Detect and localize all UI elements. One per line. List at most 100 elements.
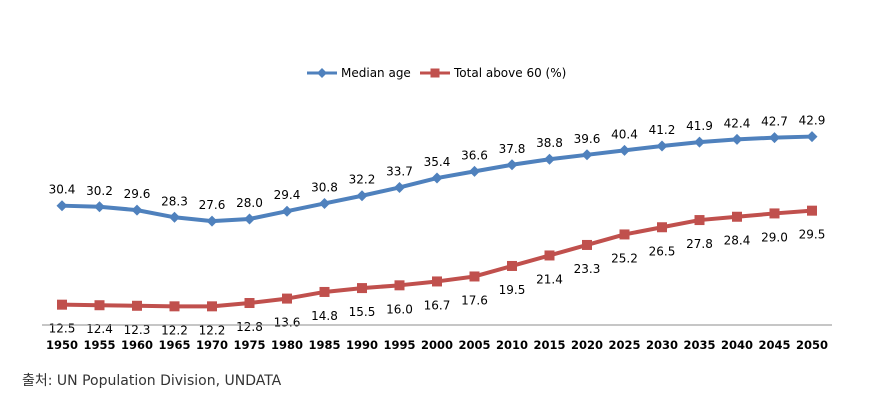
point-1-2000: [432, 276, 442, 287]
point-1-2020: [582, 239, 592, 250]
data-label-1-1960: 12.3: [124, 323, 151, 337]
data-label-0-1980: 29.4: [274, 188, 301, 202]
point-0-2050: [806, 131, 818, 143]
data-label-1-2015: 21.4: [536, 272, 563, 286]
x-tick-label-2035: 2035: [683, 338, 715, 352]
point-0-1995: [394, 181, 405, 193]
line-chart: Median age Total above 60 (%) 30.4 30.2 29.…: [42, 66, 832, 352]
data-label-0-2045: 42.7: [761, 115, 788, 129]
point-1-1960: [132, 300, 142, 311]
point-0-1950: [56, 200, 68, 212]
point-1-2050: [807, 205, 817, 216]
data-label-0-1960: 29.6: [124, 187, 151, 201]
point-1-1980: [282, 293, 292, 304]
data-label-0-1965: 28.3: [161, 194, 188, 208]
point-1-2040: [732, 211, 742, 222]
data-label-1-2020: 23.3: [574, 262, 601, 276]
x-tick-label-2020: 2020: [571, 338, 603, 352]
x-tick-label-1965: 1965: [158, 338, 190, 352]
data-labels: 30.4 30.2 29.6 28.3 27.6 28.0 29.4 30.8 32.2 33.7…: [49, 114, 826, 338]
point-0-1990: [356, 190, 368, 202]
data-label-1-2010: 19.5: [499, 283, 526, 297]
data-label-0-2020: 39.6: [574, 132, 601, 146]
data-label-1-1975: 12.8: [236, 320, 263, 334]
legend-label-1: Total above 60 (%): [453, 66, 566, 80]
data-label-0-2035: 41.9: [686, 119, 713, 133]
x-tick-label-2015: 2015: [533, 338, 565, 352]
point-1-2030: [657, 222, 667, 233]
data-label-0-1990: 32.2: [349, 173, 376, 187]
point-1-2025: [619, 229, 630, 240]
x-tick-label-1970: 1970: [196, 338, 228, 352]
x-tick-label-2025: 2025: [608, 338, 640, 352]
point-0-1980: [281, 205, 293, 217]
point-1-1955: [94, 300, 105, 311]
x-tick-label-1960: 1960: [121, 338, 153, 352]
point-0-1985: [319, 197, 330, 209]
point-1-2010: [507, 260, 517, 271]
data-label-0-2025: 40.4: [611, 127, 638, 141]
point-0-2005: [469, 165, 480, 177]
data-label-1-1990: 15.5: [349, 305, 376, 319]
data-label-0-1995: 33.7: [386, 164, 413, 178]
data-label-1-1995: 16.0: [386, 302, 413, 316]
point-0-2040: [731, 133, 743, 145]
data-label-0-1975: 28.0: [236, 196, 263, 210]
legend-marker-1: [430, 68, 440, 78]
x-tick-label-1955: 1955: [83, 338, 115, 352]
x-tick-label-1985: 1985: [308, 338, 340, 352]
point-1-2045: [769, 208, 780, 219]
point-1-2005: [469, 271, 480, 282]
data-label-1-1980: 13.6: [274, 316, 301, 330]
data-label-1-2050: 29.5: [799, 228, 826, 242]
data-label-0-1985: 30.8: [311, 180, 338, 194]
data-label-1-1965: 12.2: [161, 323, 188, 337]
source-note: 출처: UN Population Division, UNDATA: [22, 373, 282, 389]
x-tick-label-2045: 2045: [758, 338, 790, 352]
point-1-1970: [207, 301, 217, 312]
x-tick-label-1995: 1995: [383, 338, 415, 352]
data-label-0-2050: 42.9: [799, 114, 826, 128]
point-0-2035: [694, 136, 705, 148]
point-0-2045: [769, 132, 780, 144]
point-0-2025: [619, 144, 630, 156]
point-0-2010: [506, 159, 518, 171]
data-label-1-1970: 12.2: [199, 323, 226, 337]
data-label-0-1970: 27.6: [199, 198, 226, 212]
point-1-1985: [319, 286, 330, 297]
data-label-0-1950: 30.4: [49, 183, 76, 197]
x-tick-label-2005: 2005: [458, 338, 490, 352]
data-label-1-2005: 17.6: [461, 293, 488, 307]
x-tick-label-2010: 2010: [496, 338, 528, 352]
point-0-1960: [131, 204, 143, 216]
data-label-0-2015: 38.8: [536, 136, 563, 150]
point-0-2015: [544, 153, 555, 165]
point-0-1965: [169, 211, 180, 223]
point-1-1990: [357, 283, 367, 294]
data-label-1-2035: 27.8: [686, 237, 713, 251]
data-label-0-1955: 30.2: [86, 184, 113, 198]
point-0-1955: [94, 201, 105, 213]
point-0-2030: [656, 140, 668, 152]
legend: Median age Total above 60 (%): [307, 66, 566, 80]
x-tick-label-1950: 1950: [46, 338, 78, 352]
data-label-0-2040: 42.4: [724, 116, 751, 130]
data-label-1-2040: 28.4: [724, 234, 751, 248]
point-1-1965: [169, 301, 180, 312]
data-label-1-1985: 14.8: [311, 309, 338, 323]
data-label-1-1955: 12.4: [86, 322, 113, 336]
data-label-1-2000: 16.7: [424, 298, 451, 312]
x-tick-label-2000: 2000: [421, 338, 453, 352]
point-0-1970: [206, 215, 218, 227]
legend-label-0: Median age: [341, 66, 411, 80]
point-1-1995: [394, 280, 405, 291]
data-label-1-1950: 12.5: [49, 322, 76, 336]
data-label-0-2000: 35.4: [424, 155, 451, 169]
data-label-0-2005: 36.6: [461, 148, 488, 162]
point-1-1975: [244, 298, 255, 309]
data-label-0-2010: 37.8: [499, 142, 526, 156]
point-1-1950: [57, 299, 67, 310]
x-tick-label-1975: 1975: [233, 338, 265, 352]
point-1-2035: [694, 215, 705, 226]
x-tick-labels: 1950 1955 1960 1965 1970 1975 1980 1985 1990 1995…: [46, 338, 828, 352]
